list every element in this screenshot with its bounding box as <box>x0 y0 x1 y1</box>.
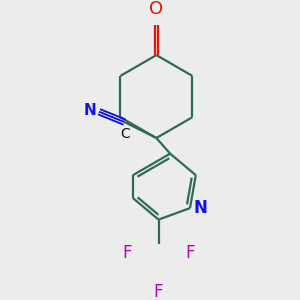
Text: F: F <box>154 283 163 300</box>
Text: O: O <box>149 1 164 19</box>
Text: N: N <box>194 199 208 217</box>
Text: F: F <box>122 244 131 262</box>
Text: F: F <box>186 244 195 262</box>
Text: N: N <box>84 103 97 118</box>
Text: C: C <box>120 127 130 141</box>
